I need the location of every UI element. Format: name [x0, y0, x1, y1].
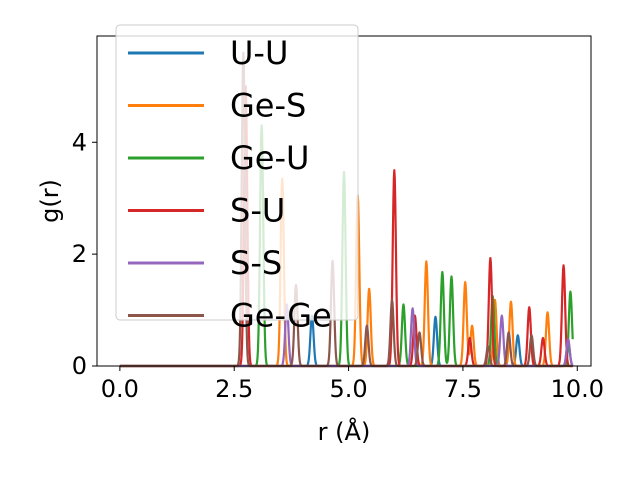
y-axis-label: g(r)	[36, 179, 64, 223]
legend-label-u-u: U-U	[230, 34, 288, 72]
x-tick-label: 0.0	[101, 375, 139, 403]
y-tick-label: 2	[72, 240, 87, 268]
x-axis-label: r (Å)	[318, 417, 371, 446]
legend-label-ge-s: Ge-S	[230, 87, 306, 125]
legend-label-s-u: S-U	[230, 192, 285, 230]
legend-items: U-U Ge-S Ge-U S-U S-S Ge-Ge	[128, 34, 332, 335]
legend-label-ge-u: Ge-U	[230, 139, 309, 177]
y-tick-label: 4	[72, 128, 87, 156]
legend-label-s-s: S-S	[230, 244, 282, 282]
legend-box	[115, 24, 359, 321]
x-axis-ticks: 0.0 2.5 5.0 7.5 10.0	[101, 366, 604, 403]
legend-label-ge-ge: Ge-Ge	[230, 297, 332, 335]
x-tick-label: 7.5	[444, 375, 482, 403]
x-tick-label: 5.0	[329, 375, 367, 403]
y-axis-ticks: 0 2 4	[72, 128, 97, 380]
x-tick-label: 2.5	[215, 375, 253, 403]
legend: U-U Ge-S Ge-U S-U S-S Ge-Ge	[115, 24, 359, 335]
y-tick-label: 0	[72, 352, 87, 380]
x-tick-label: 10.0	[551, 375, 604, 403]
